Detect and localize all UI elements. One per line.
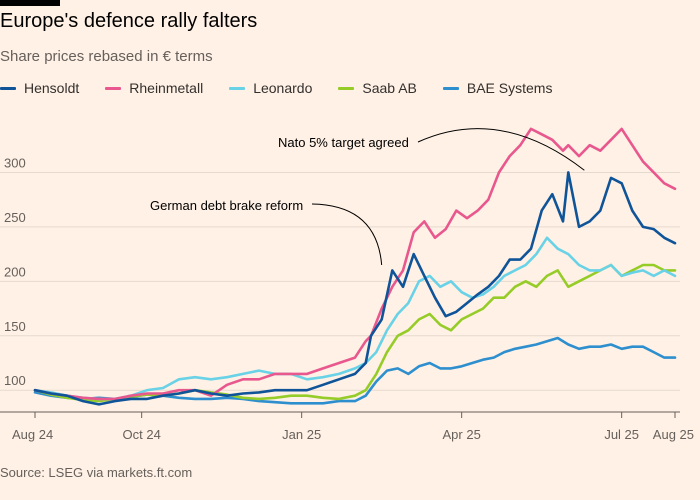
chart-subtitle: Share prices rebased in € terms: [0, 48, 213, 65]
series-line-rheinmetall: [33, 127, 677, 401]
legend: Hensoldt Rheinmetall Leonardo Saab AB BAE Sy…: [0, 78, 578, 98]
line-chart: 100 150 200 250 300 Aug 24 Oct 24 Jan 25 Apr 25…: [0, 127, 694, 442]
x-tick-label: Jul 25: [604, 427, 639, 442]
legend-swatch: [105, 86, 122, 90]
legend-item-saab-ab: Saab AB: [338, 80, 417, 96]
legend-label: BAE Systems: [466, 80, 553, 96]
y-tick-label: 200: [4, 264, 26, 279]
series-line-bae-systems: [33, 336, 677, 405]
legend-item-bae-systems: BAE Systems: [442, 80, 553, 96]
series-line-saab-ab: [33, 263, 677, 403]
brand-bar: [0, 0, 60, 6]
chart-title: Europe's defence rally falters: [0, 10, 258, 32]
x-tick-label: Aug 25: [653, 427, 694, 442]
annotation-label: Nato 5% target agreed: [278, 135, 409, 150]
legend-label: Saab AB: [362, 80, 417, 96]
annotation-leader: [311, 203, 383, 266]
series-lines: [33, 127, 677, 406]
legend-item-hensoldt: Hensoldt: [0, 80, 79, 96]
grid-lines: [0, 171, 680, 413]
legend-swatch: [0, 86, 16, 90]
x-tick-label: Oct 24: [123, 427, 161, 442]
y-tick-label: 300: [4, 155, 26, 170]
legend-label: Leonardo: [253, 80, 313, 96]
legend-label: Hensoldt: [24, 80, 80, 96]
legend-swatch: [338, 86, 355, 90]
x-tick-label: Jan 25: [282, 427, 321, 442]
annotation-leader: [417, 128, 585, 171]
y-tick-label: 250: [4, 210, 26, 225]
x-tick-label: Aug 24: [12, 427, 53, 442]
legend-label: Rheinmetall: [129, 80, 204, 96]
source-note: Source: LSEG via markets.ft.com: [0, 465, 193, 480]
x-tick-label: Apr 25: [443, 427, 481, 442]
y-tick-label: 100: [4, 373, 26, 388]
annotation-label: German debt brake reform: [150, 198, 303, 213]
legend-swatch: [229, 86, 246, 90]
x-axis-ticks: Aug 24 Oct 24 Jan 25 Apr 25 Jul 25 Aug 25: [12, 412, 694, 442]
legend-item-leonardo: Leonardo: [229, 80, 312, 96]
annotations: German debt brake reform Nato 5% target a…: [150, 128, 585, 266]
legend-swatch: [442, 86, 459, 90]
series-line-leonardo: [33, 236, 677, 401]
series-line-hensoldt: [33, 171, 677, 406]
y-axis-ticks: 100 150 200 250 300: [4, 155, 26, 388]
y-tick-label: 150: [4, 319, 26, 334]
legend-item-rheinmetall: Rheinmetall: [105, 80, 203, 96]
